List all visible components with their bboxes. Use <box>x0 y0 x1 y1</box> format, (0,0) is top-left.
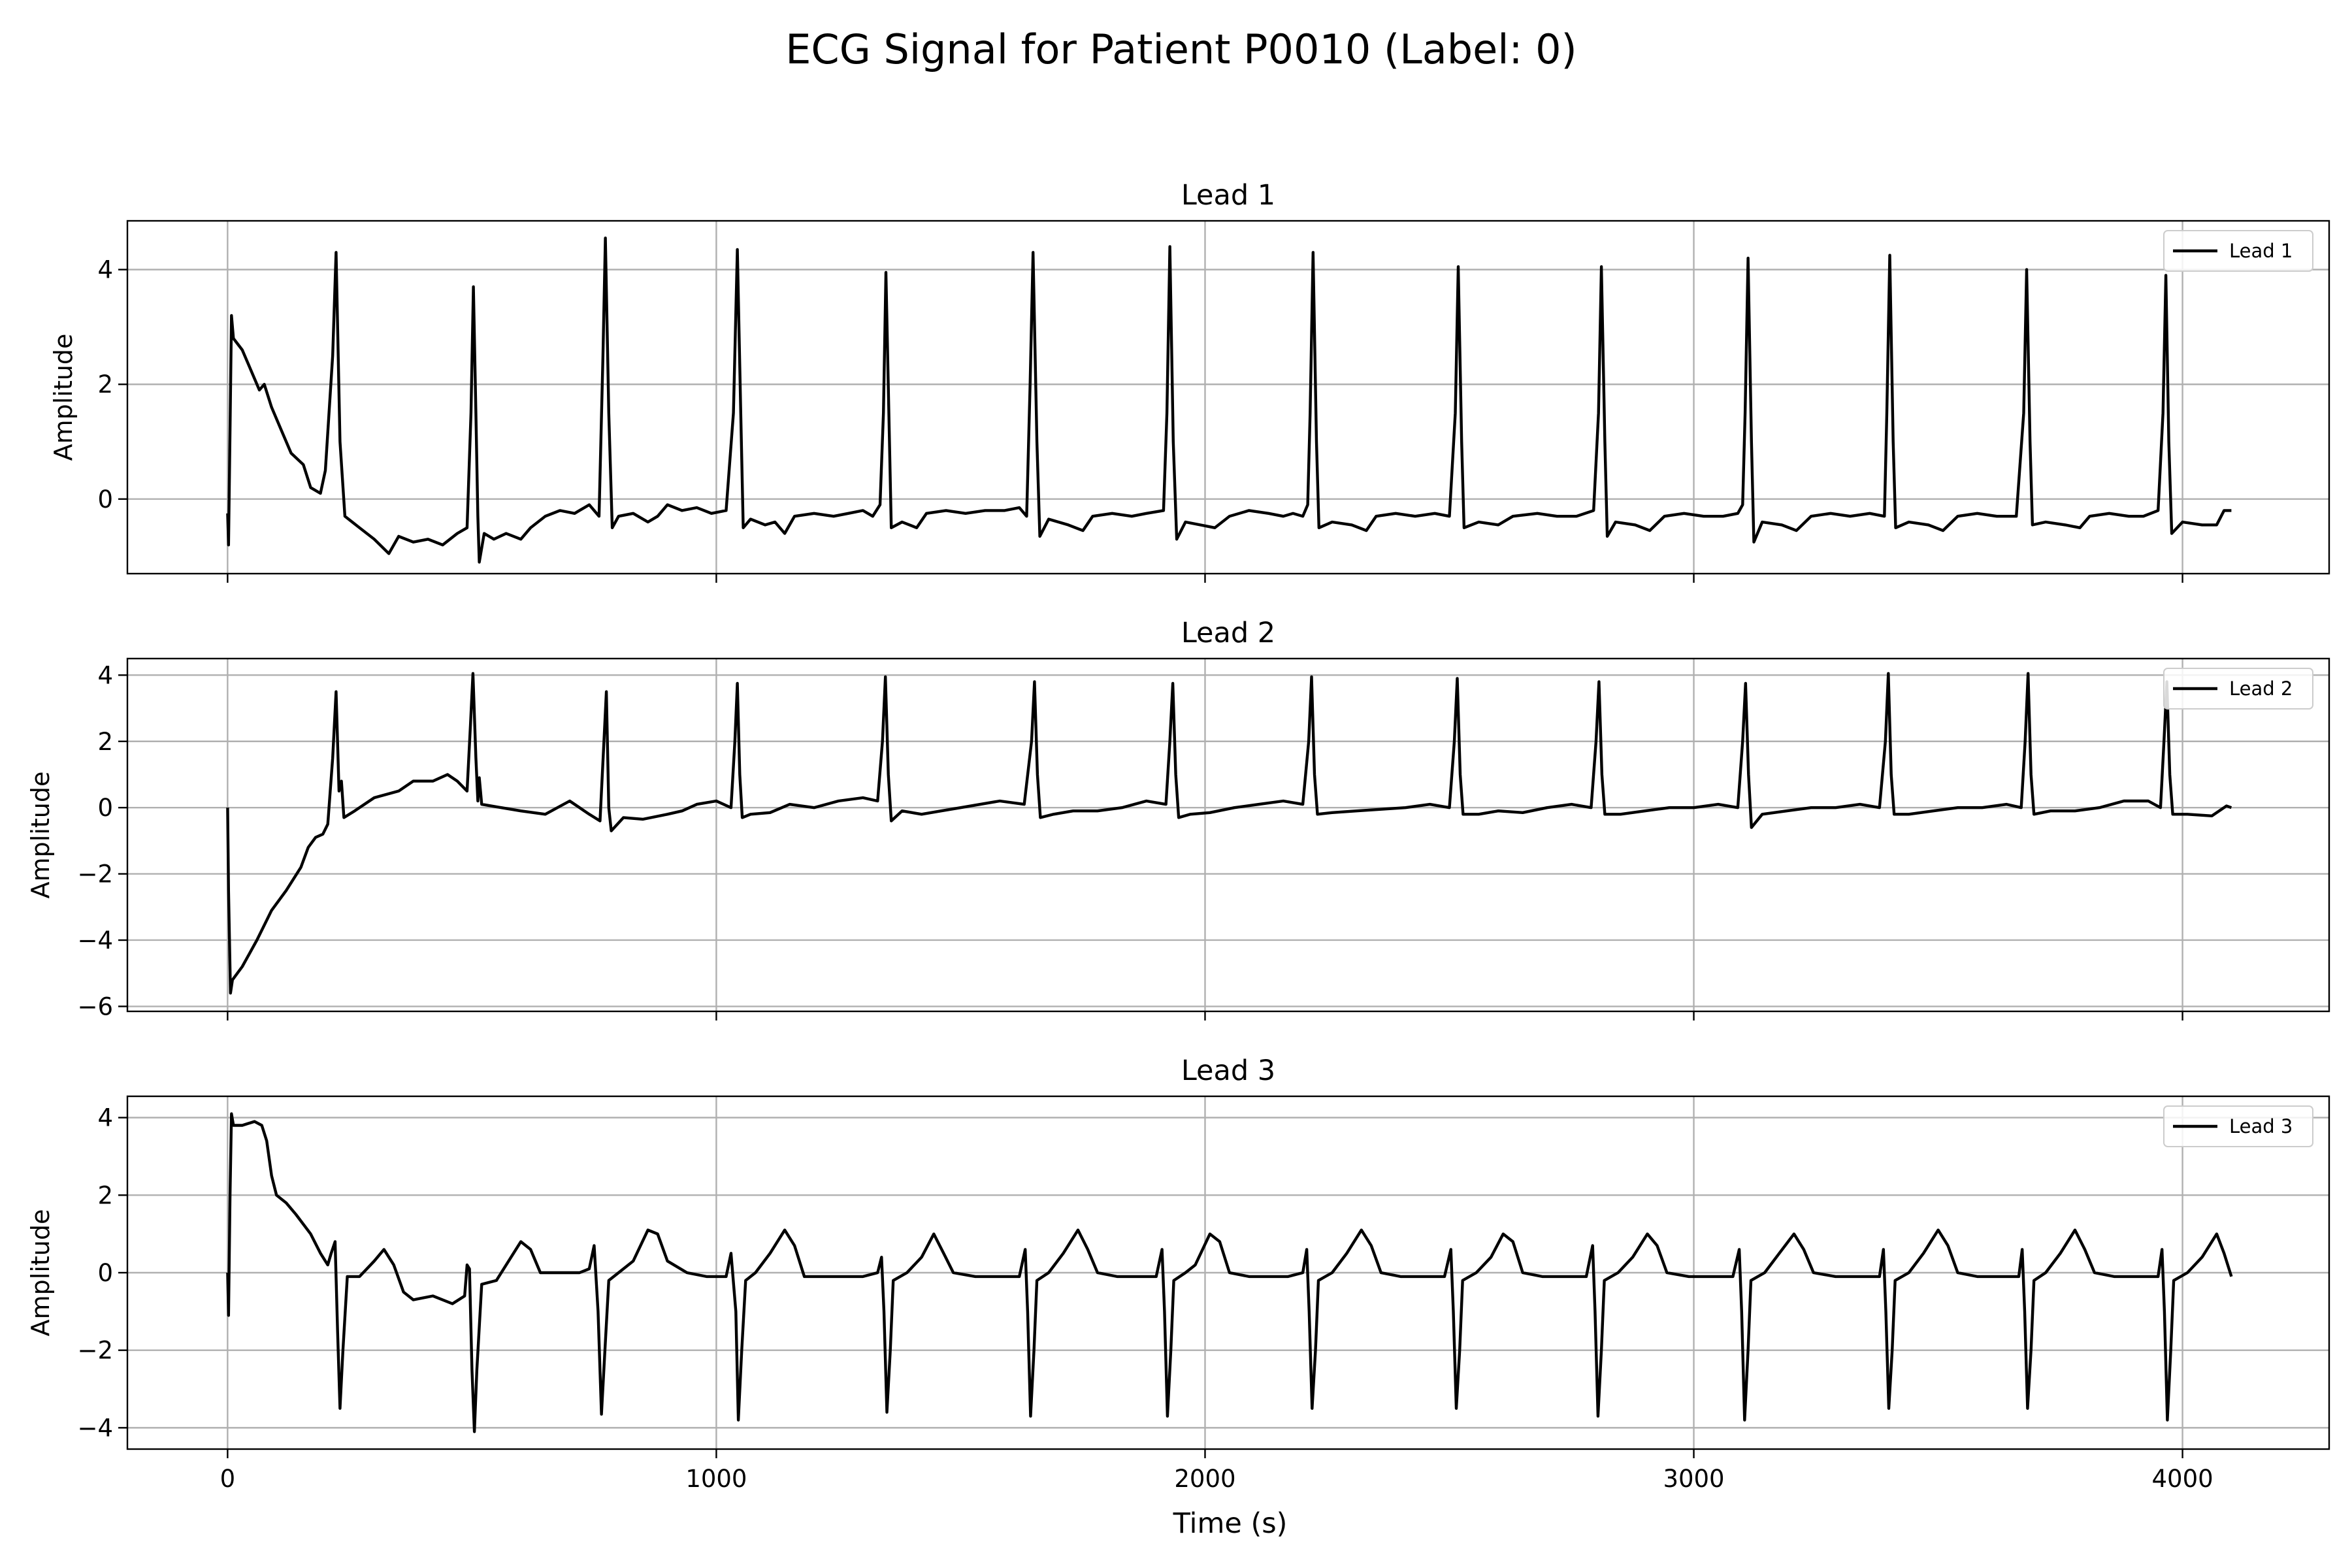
y-tick-label: 2 <box>97 1181 113 1209</box>
y-tick-label: 2 <box>97 728 113 756</box>
panel-title: Lead 1 <box>1181 179 1275 212</box>
panels-container: 0 2 4 Lead 1 Amplitude Lead 1 −6 −4 −2 0 2 4 Lead 2 A… <box>26 179 2330 1493</box>
y-tick-label: 4 <box>97 661 113 689</box>
y-tick-label: 0 <box>97 1259 113 1287</box>
legend: Lead 2 <box>2163 668 2313 710</box>
y-tick-label: 0 <box>97 794 113 822</box>
legend-box <box>2163 1105 2313 1147</box>
y-tick-label: −6 <box>77 992 113 1021</box>
x-tick-label: 2000 <box>1174 1465 1235 1493</box>
legend-label: Lead 1 <box>2229 240 2293 262</box>
panel-lead-1: 0 2 4 Lead 1 Amplitude Lead 1 <box>49 179 2330 583</box>
y-tick-label: 2 <box>97 370 113 399</box>
legend: Lead 3 <box>2163 1105 2313 1147</box>
x-tick-label: 3000 <box>1663 1465 1724 1493</box>
legend: Lead 1 <box>2163 230 2313 272</box>
y-tick-label: −4 <box>77 1414 113 1442</box>
y-tick-label: −4 <box>77 926 113 955</box>
x-axis-label: Time (s) <box>1173 1507 1288 1540</box>
legend-label: Lead 2 <box>2229 678 2293 700</box>
legend-box <box>2163 230 2313 272</box>
y-tick-label: −2 <box>77 1337 113 1365</box>
axes-frame <box>126 220 2330 575</box>
legend-box <box>2163 668 2313 710</box>
x-tick-label: 1000 <box>685 1465 747 1493</box>
y-axis-label: Amplitude <box>26 772 55 899</box>
series-line-lead-2 <box>226 672 2232 995</box>
y-axis-label: Amplitude <box>49 334 78 461</box>
panel-title: Lead 3 <box>1181 1054 1275 1087</box>
panel-title: Lead 2 <box>1181 617 1275 649</box>
y-tick-label: −2 <box>77 860 113 889</box>
axes-frame <box>126 657 2330 1013</box>
panel-lead-2: −6 −4 −2 0 2 4 Lead 2 Amplitude Lead 2 <box>26 617 2330 1021</box>
y-axis-label: Amplitude <box>26 1209 55 1337</box>
series-line-lead-3 <box>226 1112 2233 1433</box>
x-tick-label: 4000 <box>2151 1465 2213 1493</box>
figure-title: ECG Signal for Patient P0010 (Label: 0) <box>785 25 1576 73</box>
y-tick-label: 4 <box>97 1104 113 1132</box>
y-tick-label: 0 <box>97 485 113 514</box>
panel-lead-3: −4 −2 0 2 4 0 1000 2000 3000 4000 Lead 3 Amplitude L… <box>26 1054 2330 1493</box>
series-line-lead-1 <box>226 237 2232 564</box>
x-tick-label: 0 <box>220 1465 236 1493</box>
y-tick-label: 4 <box>97 256 113 284</box>
legend-label: Lead 3 <box>2229 1115 2293 1137</box>
